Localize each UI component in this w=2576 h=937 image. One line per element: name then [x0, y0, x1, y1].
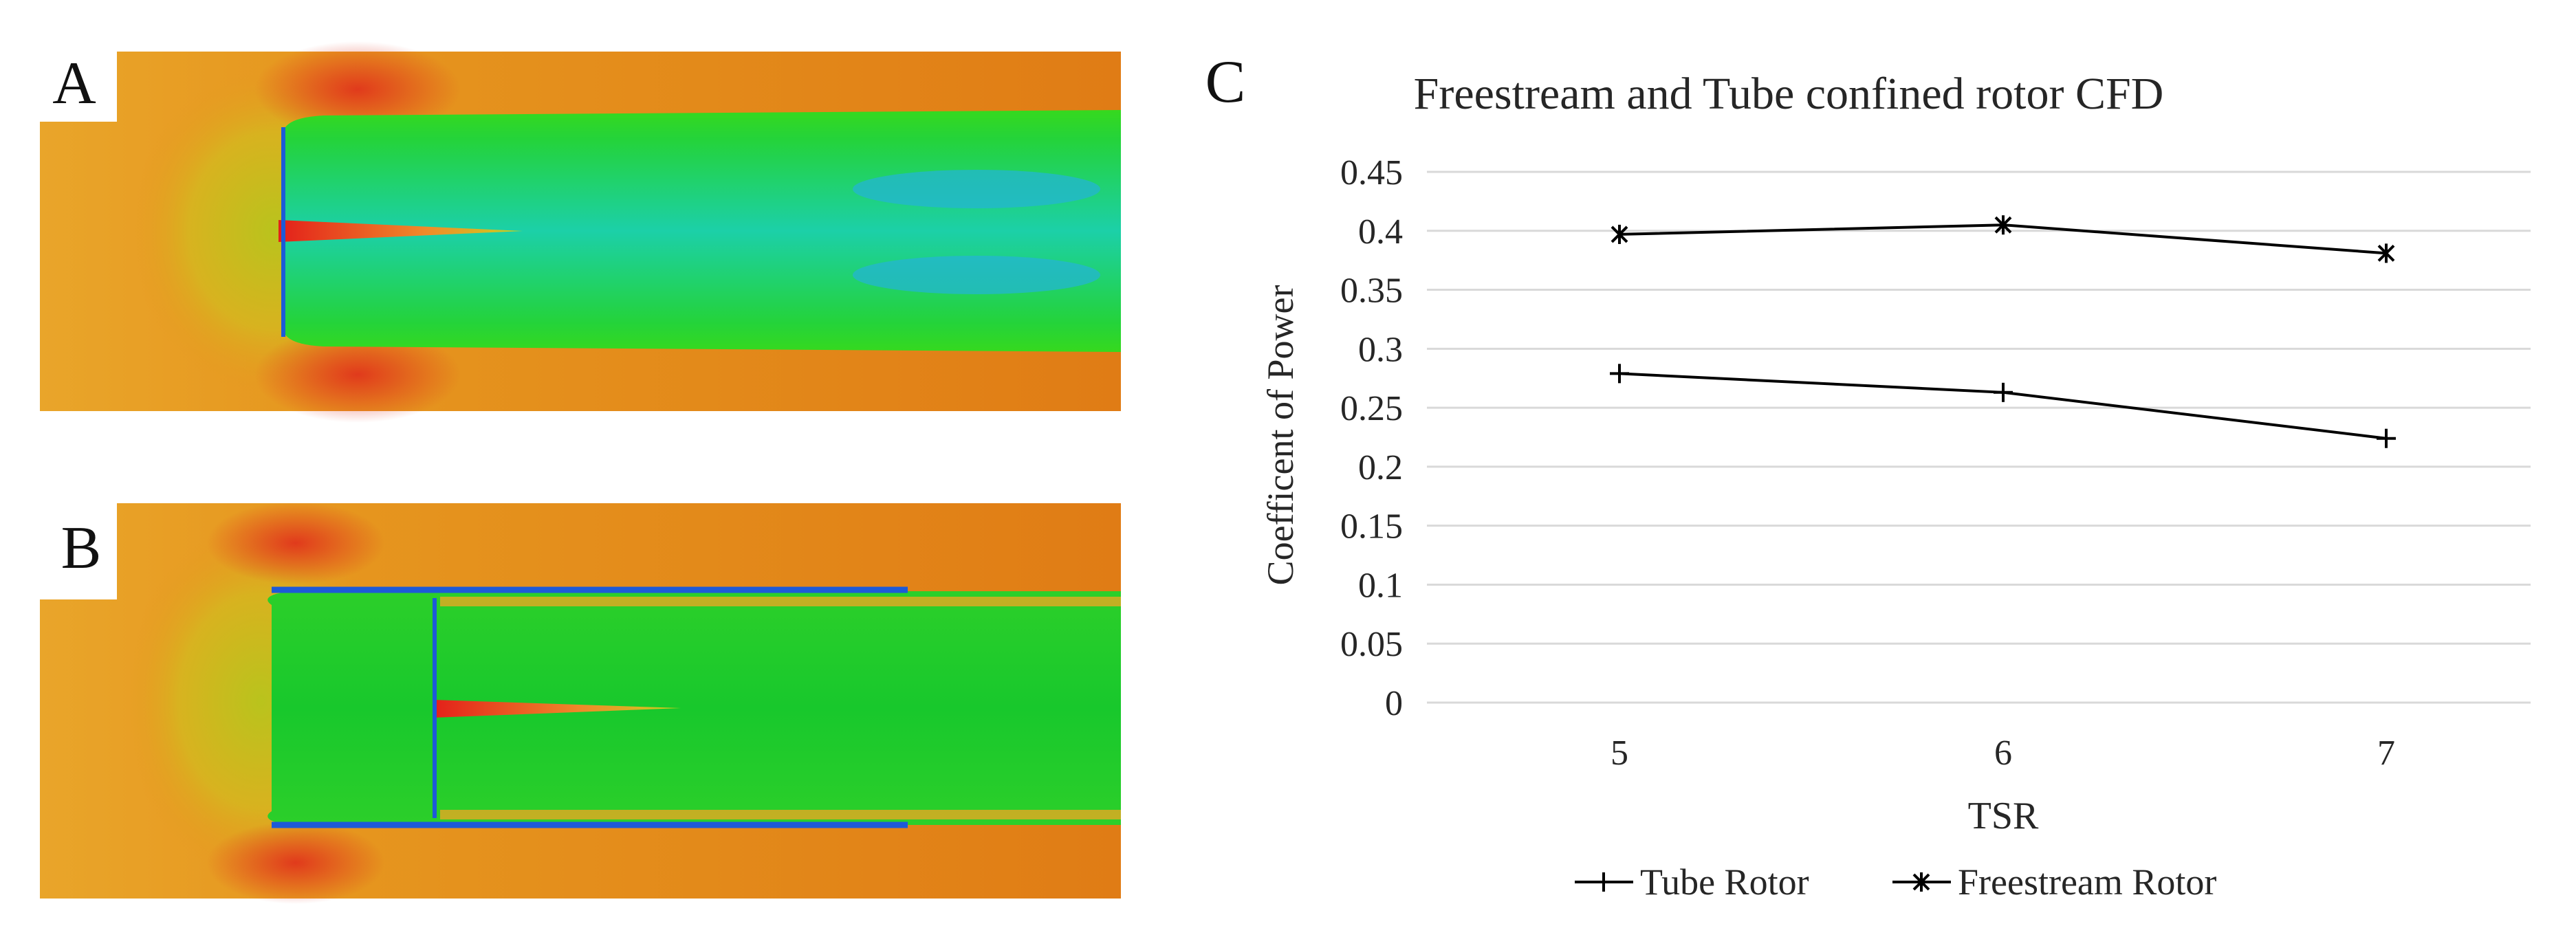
panel-a-label: A	[52, 50, 96, 117]
legend-marker	[1594, 872, 1613, 892]
point-freestream-rotor-5	[1611, 224, 1628, 244]
panel-a-hub-wake	[279, 220, 523, 242]
panel-a-label-box	[40, 52, 117, 122]
panel-b-tube-interior	[268, 591, 1122, 825]
y-tick-label: 0.05	[1340, 625, 1403, 664]
y-axis-ticks: 0 0.05 0.1 0.15 0.2 0.25 0.3 0.35 0.4 0.45	[1340, 153, 1403, 723]
y-tick-label: 0.25	[1340, 389, 1403, 428]
x-axis-ticks: 5 6 7	[1611, 734, 2395, 773]
y-axis-title: Coefficent of Power	[1260, 285, 1301, 586]
panel-b-hub-wake	[433, 700, 681, 718]
legend-label: Freestream Rotor	[1958, 861, 2216, 903]
panel-b-hot-zone-bottom	[206, 822, 385, 904]
x-axis-title: TSR	[1968, 795, 2039, 837]
x-tick-label: 7	[2377, 734, 2395, 773]
panel-a-hot-zone-bottom	[254, 327, 461, 423]
panel-b-label-box	[40, 503, 117, 599]
y-tick-label: 0.45	[1340, 153, 1403, 192]
y-tick-label: 0.3	[1358, 330, 1403, 369]
panel-b-label: B	[61, 515, 102, 582]
panel-a-wake	[282, 110, 1121, 352]
panel-b-hot-zone-top	[206, 502, 385, 584]
point-freestream-rotor-7	[2377, 243, 2395, 263]
x-tick-label: 6	[1994, 734, 2012, 773]
series-layer	[1610, 215, 2396, 448]
y-tick-label: 0.35	[1340, 272, 1403, 311]
gridlines	[1427, 170, 2531, 704]
y-tick-label: 0	[1385, 684, 1403, 723]
panel-a-fast-zone-top	[853, 170, 1100, 208]
point-tube-rotor-5	[1610, 364, 1629, 384]
y-tick-label: 0.15	[1340, 507, 1403, 547]
legend-marker	[1912, 872, 1930, 892]
panel-a-fast-zone-bottom	[853, 256, 1100, 294]
point-tube-rotor-7	[2377, 428, 2396, 448]
x-tick-label: 5	[1611, 734, 1628, 773]
legend-item-tube-rotor: Tube Rotor	[1575, 861, 1809, 903]
panel-c-chart: C Freestream and Tube confined rotor CFD…	[1205, 49, 2531, 903]
panel-b-tube-cfd: B	[40, 502, 1122, 904]
legend-label: Tube Rotor	[1640, 861, 1809, 903]
chart-title: Freestream and Tube confined rotor CFD	[1414, 69, 2164, 119]
y-tick-label: 0.4	[1358, 212, 1403, 252]
y-tick-label: 0.1	[1358, 566, 1403, 605]
legend-item-freestream-rotor: Freestream Rotor	[1892, 861, 2216, 903]
panel-c-label: C	[1205, 49, 1246, 115]
legend: Tube Rotor Freestream Rotor	[1575, 861, 2216, 903]
panel-a-hot-zone-top	[254, 41, 461, 137]
panel-b-wall-streak-top	[440, 597, 1121, 606]
y-tick-label: 0.2	[1358, 448, 1403, 487]
panel-a-freestream-cfd: A	[40, 41, 1121, 423]
point-tube-rotor-6	[1994, 382, 2013, 402]
point-freestream-rotor-6	[1994, 215, 2012, 235]
panel-b-wall-streak-bottom	[440, 810, 1121, 819]
